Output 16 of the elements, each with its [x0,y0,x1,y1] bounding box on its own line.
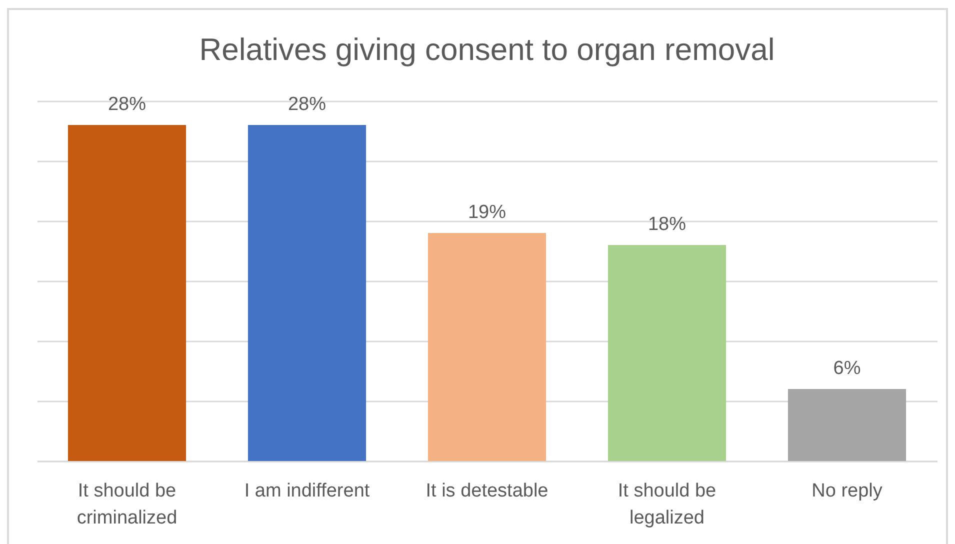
bar [248,125,366,461]
data-label: 6% [833,358,861,379]
x-tick-label: I am indifferent [244,480,370,502]
data-label: 19% [468,202,506,223]
x-tick-label: It should be legalized [618,480,716,528]
x-tick-label: It should be criminalized [76,480,178,528]
x-tick-label: No reply [812,480,883,502]
bar [788,389,906,461]
data-label: 28% [108,94,146,115]
bar [608,245,726,461]
bar [68,125,186,461]
data-label: 18% [648,214,686,235]
data-label: 28% [288,94,326,115]
x-tick-label: It is detestable [426,480,548,502]
chart-title: Relatives giving consent to organ removal [199,32,775,67]
bar [428,233,546,461]
